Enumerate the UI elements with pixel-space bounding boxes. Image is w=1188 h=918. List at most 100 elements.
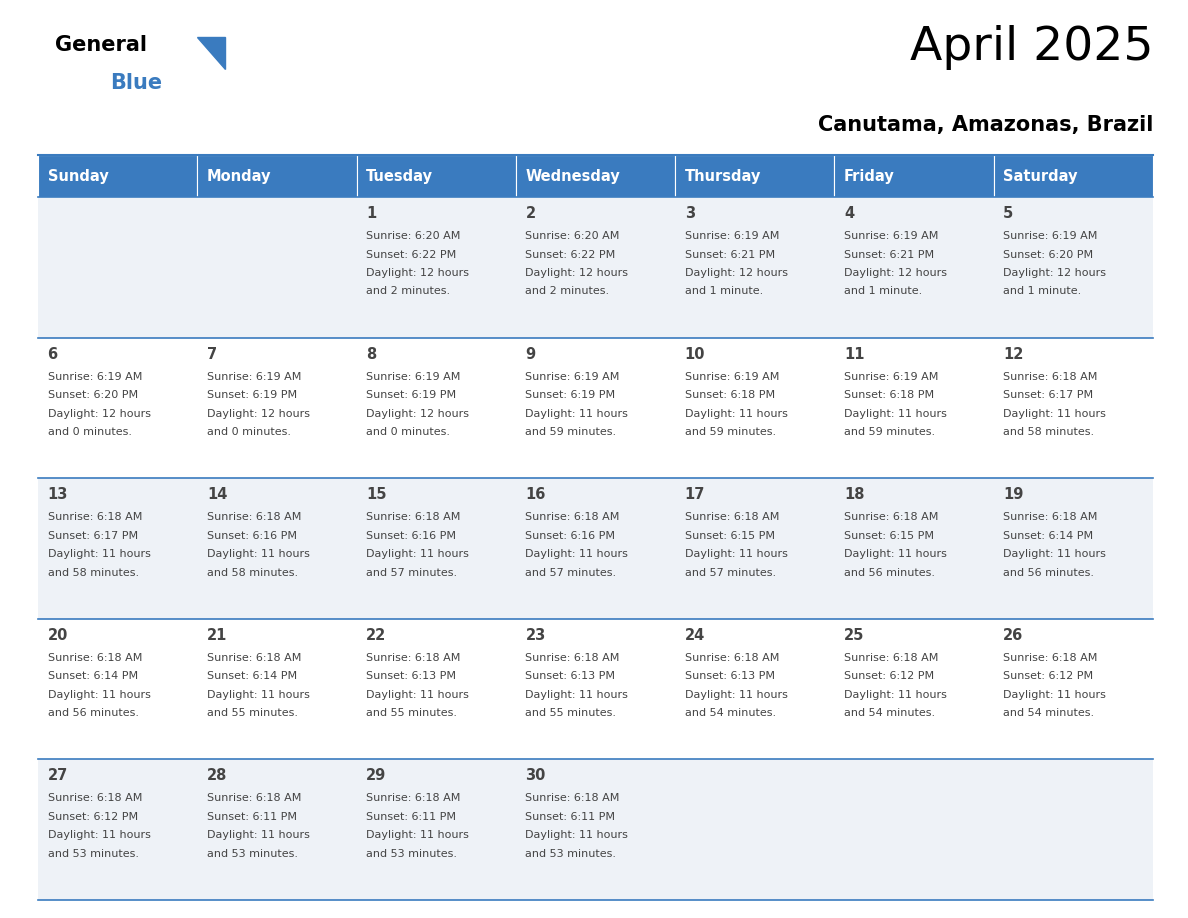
Polygon shape: [197, 37, 225, 69]
Text: and 59 minutes.: and 59 minutes.: [684, 427, 776, 437]
Text: Daylight: 11 hours: Daylight: 11 hours: [684, 689, 788, 700]
Text: General: General: [55, 35, 147, 55]
Text: and 0 minutes.: and 0 minutes.: [207, 427, 291, 437]
Bar: [197, 155, 356, 197]
Text: and 53 minutes.: and 53 minutes.: [48, 849, 139, 859]
Text: Sunrise: 6:18 AM: Sunrise: 6:18 AM: [48, 512, 141, 522]
Text: Sunrise: 6:19 AM: Sunrise: 6:19 AM: [684, 372, 779, 382]
Text: 25: 25: [843, 628, 865, 643]
Text: and 1 minute.: and 1 minute.: [1004, 286, 1081, 297]
Text: Sunset: 6:20 PM: Sunset: 6:20 PM: [48, 390, 138, 400]
Text: Sunset: 6:11 PM: Sunset: 6:11 PM: [207, 812, 297, 822]
Text: 14: 14: [207, 487, 227, 502]
Bar: [38, 478, 1154, 619]
Text: Sunset: 6:21 PM: Sunset: 6:21 PM: [843, 250, 934, 260]
Text: Sunrise: 6:19 AM: Sunrise: 6:19 AM: [684, 231, 779, 241]
Text: and 53 minutes.: and 53 minutes.: [366, 849, 457, 859]
Text: Sunrise: 6:19 AM: Sunrise: 6:19 AM: [843, 372, 939, 382]
Bar: [38, 338, 1154, 478]
Text: and 58 minutes.: and 58 minutes.: [48, 567, 139, 577]
Text: 23: 23: [525, 628, 545, 643]
Text: Sunrise: 6:18 AM: Sunrise: 6:18 AM: [1004, 512, 1098, 522]
Text: Daylight: 12 hours: Daylight: 12 hours: [366, 409, 469, 419]
Text: Daylight: 11 hours: Daylight: 11 hours: [525, 689, 628, 700]
Text: Sunrise: 6:20 AM: Sunrise: 6:20 AM: [525, 231, 620, 241]
Text: Sunset: 6:11 PM: Sunset: 6:11 PM: [366, 812, 456, 822]
Text: Sunset: 6:12 PM: Sunset: 6:12 PM: [48, 812, 138, 822]
Text: Daylight: 11 hours: Daylight: 11 hours: [207, 549, 310, 559]
Text: Sunrise: 6:19 AM: Sunrise: 6:19 AM: [843, 231, 939, 241]
Text: Sunrise: 6:19 AM: Sunrise: 6:19 AM: [207, 372, 302, 382]
Text: 28: 28: [207, 768, 227, 783]
Text: Daylight: 11 hours: Daylight: 11 hours: [1004, 549, 1106, 559]
Text: Daylight: 11 hours: Daylight: 11 hours: [207, 831, 310, 840]
Text: 29: 29: [366, 768, 386, 783]
Text: and 1 minute.: and 1 minute.: [684, 286, 763, 297]
Text: Sunset: 6:19 PM: Sunset: 6:19 PM: [525, 390, 615, 400]
Text: Sunday: Sunday: [48, 169, 108, 184]
Text: 26: 26: [1004, 628, 1024, 643]
Text: Sunset: 6:14 PM: Sunset: 6:14 PM: [1004, 531, 1093, 541]
Bar: [38, 619, 1154, 759]
Text: Daylight: 11 hours: Daylight: 11 hours: [843, 689, 947, 700]
Bar: [993, 155, 1154, 197]
Text: Sunset: 6:12 PM: Sunset: 6:12 PM: [1004, 671, 1093, 681]
Text: 12: 12: [1004, 347, 1024, 362]
Text: Friday: Friday: [843, 169, 895, 184]
Text: Sunrise: 6:18 AM: Sunrise: 6:18 AM: [684, 653, 779, 663]
Text: Sunset: 6:16 PM: Sunset: 6:16 PM: [525, 531, 615, 541]
Text: 11: 11: [843, 347, 865, 362]
Text: Daylight: 11 hours: Daylight: 11 hours: [48, 549, 151, 559]
Text: Daylight: 11 hours: Daylight: 11 hours: [48, 689, 151, 700]
Text: and 53 minutes.: and 53 minutes.: [207, 849, 298, 859]
Text: 15: 15: [366, 487, 386, 502]
Text: and 54 minutes.: and 54 minutes.: [843, 709, 935, 718]
Text: Sunrise: 6:18 AM: Sunrise: 6:18 AM: [525, 653, 620, 663]
Text: Sunrise: 6:18 AM: Sunrise: 6:18 AM: [366, 512, 461, 522]
Text: Wednesday: Wednesday: [525, 169, 620, 184]
Text: and 0 minutes.: and 0 minutes.: [48, 427, 132, 437]
Text: 5: 5: [1004, 206, 1013, 221]
Text: 24: 24: [684, 628, 704, 643]
Text: and 55 minutes.: and 55 minutes.: [525, 709, 617, 718]
Text: Daylight: 11 hours: Daylight: 11 hours: [843, 409, 947, 419]
Text: Daylight: 12 hours: Daylight: 12 hours: [525, 268, 628, 278]
Text: Sunset: 6:18 PM: Sunset: 6:18 PM: [684, 390, 775, 400]
Text: and 59 minutes.: and 59 minutes.: [843, 427, 935, 437]
Text: Monday: Monday: [207, 169, 271, 184]
Text: Sunrise: 6:18 AM: Sunrise: 6:18 AM: [48, 793, 141, 803]
Text: Daylight: 11 hours: Daylight: 11 hours: [525, 549, 628, 559]
Text: Sunrise: 6:18 AM: Sunrise: 6:18 AM: [684, 512, 779, 522]
Text: 2: 2: [525, 206, 536, 221]
Text: Sunset: 6:16 PM: Sunset: 6:16 PM: [366, 531, 456, 541]
Text: Daylight: 11 hours: Daylight: 11 hours: [525, 831, 628, 840]
Text: Daylight: 11 hours: Daylight: 11 hours: [684, 549, 788, 559]
Text: Sunrise: 6:19 AM: Sunrise: 6:19 AM: [48, 372, 141, 382]
Bar: [675, 155, 834, 197]
Text: Daylight: 11 hours: Daylight: 11 hours: [207, 689, 310, 700]
Text: Sunrise: 6:19 AM: Sunrise: 6:19 AM: [525, 372, 620, 382]
Text: 10: 10: [684, 347, 706, 362]
Text: and 54 minutes.: and 54 minutes.: [1004, 709, 1094, 718]
Text: 21: 21: [207, 628, 227, 643]
Text: and 56 minutes.: and 56 minutes.: [48, 709, 139, 718]
Text: Daylight: 12 hours: Daylight: 12 hours: [366, 268, 469, 278]
Bar: [38, 197, 1154, 338]
Text: 27: 27: [48, 768, 68, 783]
Text: Sunset: 6:22 PM: Sunset: 6:22 PM: [525, 250, 615, 260]
Text: Sunset: 6:15 PM: Sunset: 6:15 PM: [684, 531, 775, 541]
Text: Sunrise: 6:18 AM: Sunrise: 6:18 AM: [525, 793, 620, 803]
Text: Sunset: 6:21 PM: Sunset: 6:21 PM: [684, 250, 775, 260]
Text: Sunset: 6:16 PM: Sunset: 6:16 PM: [207, 531, 297, 541]
Text: Sunset: 6:17 PM: Sunset: 6:17 PM: [48, 531, 138, 541]
Text: Sunrise: 6:18 AM: Sunrise: 6:18 AM: [207, 512, 302, 522]
Text: and 58 minutes.: and 58 minutes.: [207, 567, 298, 577]
Text: Daylight: 11 hours: Daylight: 11 hours: [1004, 409, 1106, 419]
Text: Sunrise: 6:18 AM: Sunrise: 6:18 AM: [366, 793, 461, 803]
Text: Daylight: 12 hours: Daylight: 12 hours: [843, 268, 947, 278]
Text: and 2 minutes.: and 2 minutes.: [525, 286, 609, 297]
Text: Sunset: 6:20 PM: Sunset: 6:20 PM: [1004, 250, 1093, 260]
Text: and 53 minutes.: and 53 minutes.: [525, 849, 617, 859]
Text: Daylight: 11 hours: Daylight: 11 hours: [366, 689, 469, 700]
Text: 4: 4: [843, 206, 854, 221]
